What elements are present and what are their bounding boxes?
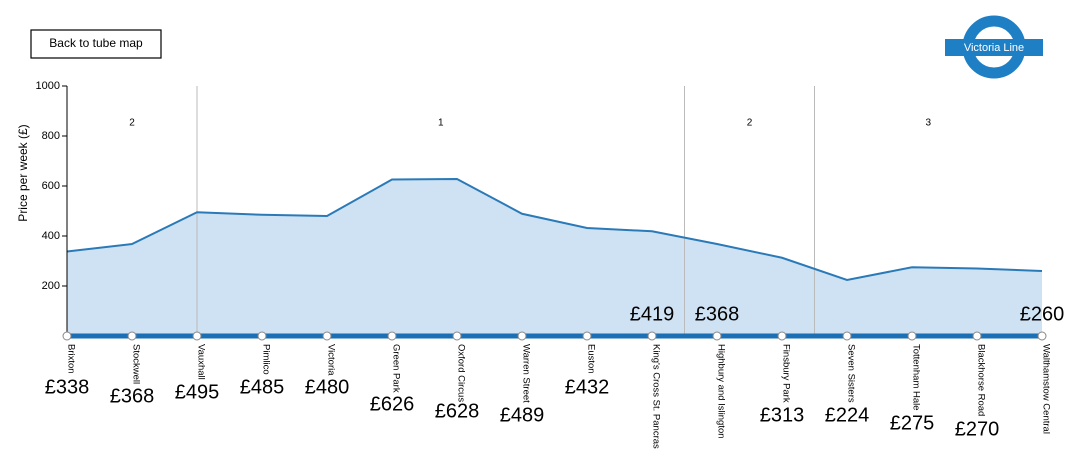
station-marker <box>452 331 462 341</box>
value-label: £626 <box>370 393 415 415</box>
station-marker <box>582 331 592 341</box>
station-marker <box>387 331 397 341</box>
station-label: King's Cross St. Pancras <box>650 344 661 449</box>
station-marker <box>777 331 787 341</box>
station-marker <box>712 331 722 341</box>
station-label: Walthamstow Central <box>1040 344 1051 434</box>
value-label: £432 <box>565 376 610 398</box>
station-label: Tottenham Hale <box>910 344 921 411</box>
area <box>67 179 1042 336</box>
value-label: £489 <box>500 404 545 426</box>
value-label: £275 <box>890 412 935 434</box>
station-marker <box>62 331 72 341</box>
station-marker <box>257 331 267 341</box>
zone-label: 2 <box>747 118 753 129</box>
zone-label: 2 <box>129 118 135 129</box>
station-marker <box>127 331 137 341</box>
y-tick-label: 800 <box>42 130 60 142</box>
back-button[interactable] <box>30 29 162 59</box>
y-tick-label: 200 <box>42 280 60 292</box>
station-label: Seven Sisters <box>845 344 856 403</box>
station-label: Pimlico <box>260 344 271 375</box>
value-label: £260 <box>1020 303 1065 325</box>
station-marker <box>842 331 852 341</box>
station-label: Euston <box>585 344 596 374</box>
y-tick-label: 1000 <box>36 80 60 92</box>
station-label: Warren Street <box>520 344 531 403</box>
value-label: £485 <box>240 376 285 398</box>
value-label: £419 <box>630 303 675 325</box>
station-label: Stockwell <box>130 344 141 384</box>
value-label: £224 <box>825 404 870 426</box>
station-label: Oxford Circus <box>455 344 466 402</box>
station-marker <box>907 331 917 341</box>
station-label: Brixton <box>65 344 76 374</box>
station-label: Victoria <box>325 344 336 376</box>
y-axis-label: Price per week (£) <box>16 124 30 221</box>
value-label: £495 <box>175 381 220 403</box>
value-label: £368 <box>110 385 155 407</box>
value-label: £480 <box>305 376 350 398</box>
station-marker <box>1037 331 1047 341</box>
value-label: £368 <box>695 303 740 325</box>
y-tick-label: 400 <box>42 230 60 242</box>
value-label: £338 <box>45 376 90 398</box>
station-label: Finsbury Park <box>780 344 791 403</box>
y-tick-label: 600 <box>42 180 60 192</box>
line <box>66 177 1043 282</box>
value-label: £270 <box>955 418 1000 440</box>
zone-label: 3 <box>925 118 931 129</box>
station-marker <box>647 331 657 341</box>
roundel-bar <box>945 39 1043 56</box>
station-marker <box>192 331 202 341</box>
station-label: Highbury and Islington <box>715 344 726 439</box>
zone-label: 1 <box>438 118 444 129</box>
station-marker <box>322 331 332 341</box>
station-marker <box>972 331 982 341</box>
roundel-label: Victoria Line <box>964 42 1024 54</box>
value-label: £313 <box>760 404 805 426</box>
back-button-label[interactable]: Back to tube map <box>49 36 143 50</box>
station-label: Vauxhall <box>195 344 206 380</box>
station-label: Blackhorse Road <box>975 344 986 416</box>
station-marker <box>517 331 527 341</box>
value-label: £628 <box>435 400 480 422</box>
station-label: Green Park <box>390 344 401 393</box>
